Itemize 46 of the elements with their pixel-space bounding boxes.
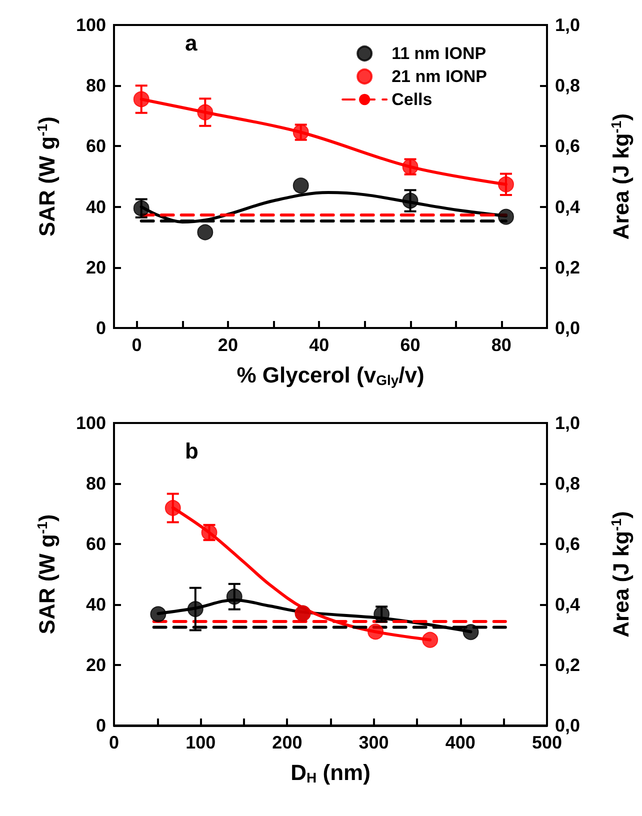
x-tick-label: 80 — [491, 335, 512, 355]
y2-tick-label: 0,0 — [555, 716, 580, 736]
y-tick-label: 100 — [76, 413, 106, 433]
y-tick-label: 40 — [86, 594, 106, 614]
y-tick-label: 60 — [86, 534, 106, 554]
y-tick-label: 80 — [86, 76, 106, 96]
y2-tick-label: 0,4 — [555, 594, 580, 614]
y2-tick-label: 1,0 — [555, 413, 580, 433]
x-tick-label: 500 — [532, 732, 562, 752]
annotation: a — [185, 30, 198, 56]
y-tick-label: 80 — [86, 474, 106, 494]
x-tick-label: 60 — [400, 335, 420, 355]
legend-label: 11 nm IONP — [392, 44, 486, 63]
y-tick-label: 0 — [96, 716, 106, 736]
y-tick-label: 60 — [86, 136, 106, 156]
x-axis-title: % Glycerol (vGly/v) — [236, 362, 424, 388]
x-tick-label: 400 — [445, 732, 476, 752]
x-axis-title: DH (nm) — [290, 760, 370, 786]
y-tick-label: 100 — [76, 15, 106, 35]
y2-tick-label: 0,4 — [555, 196, 580, 217]
y2-tick-label: 0,8 — [555, 76, 580, 96]
x-tick-label: 20 — [218, 335, 238, 355]
y2-tick-label: 0,2 — [555, 257, 580, 278]
x-tick-label: 100 — [186, 732, 216, 752]
y2-axis-title: Area (J kg-1) — [608, 113, 634, 240]
y-tick-label: 0 — [96, 318, 106, 338]
legend-label: Cells — [392, 90, 432, 109]
legend-label: 21 nm IONP — [392, 67, 488, 86]
x-tick-label: 300 — [358, 732, 389, 752]
x-tick-label: 0 — [132, 335, 142, 355]
y-tick-label: 20 — [86, 257, 106, 278]
y2-tick-label: 0,6 — [555, 136, 580, 156]
y2-tick-label: 0,2 — [555, 655, 580, 675]
y2-tick-label: 0,0 — [555, 318, 580, 338]
y-axis-title: SAR (W g-1) — [34, 514, 60, 634]
x-tick-label: 0 — [108, 732, 120, 752]
y-tick-label: 40 — [86, 196, 106, 217]
annotation: b — [185, 438, 198, 464]
x-tick-label: 200 — [272, 732, 302, 752]
y2-tick-label: 0,6 — [555, 534, 580, 554]
x-tick-label: 40 — [309, 335, 330, 355]
y2-tick-label: 0,8 — [555, 474, 580, 494]
y-tick-label: 20 — [86, 655, 106, 675]
y-axis-title: SAR (W g-1) — [34, 116, 60, 236]
y2-tick-label: 1,0 — [555, 15, 580, 35]
y2-axis-title: Area (J kg-1) — [608, 511, 634, 638]
